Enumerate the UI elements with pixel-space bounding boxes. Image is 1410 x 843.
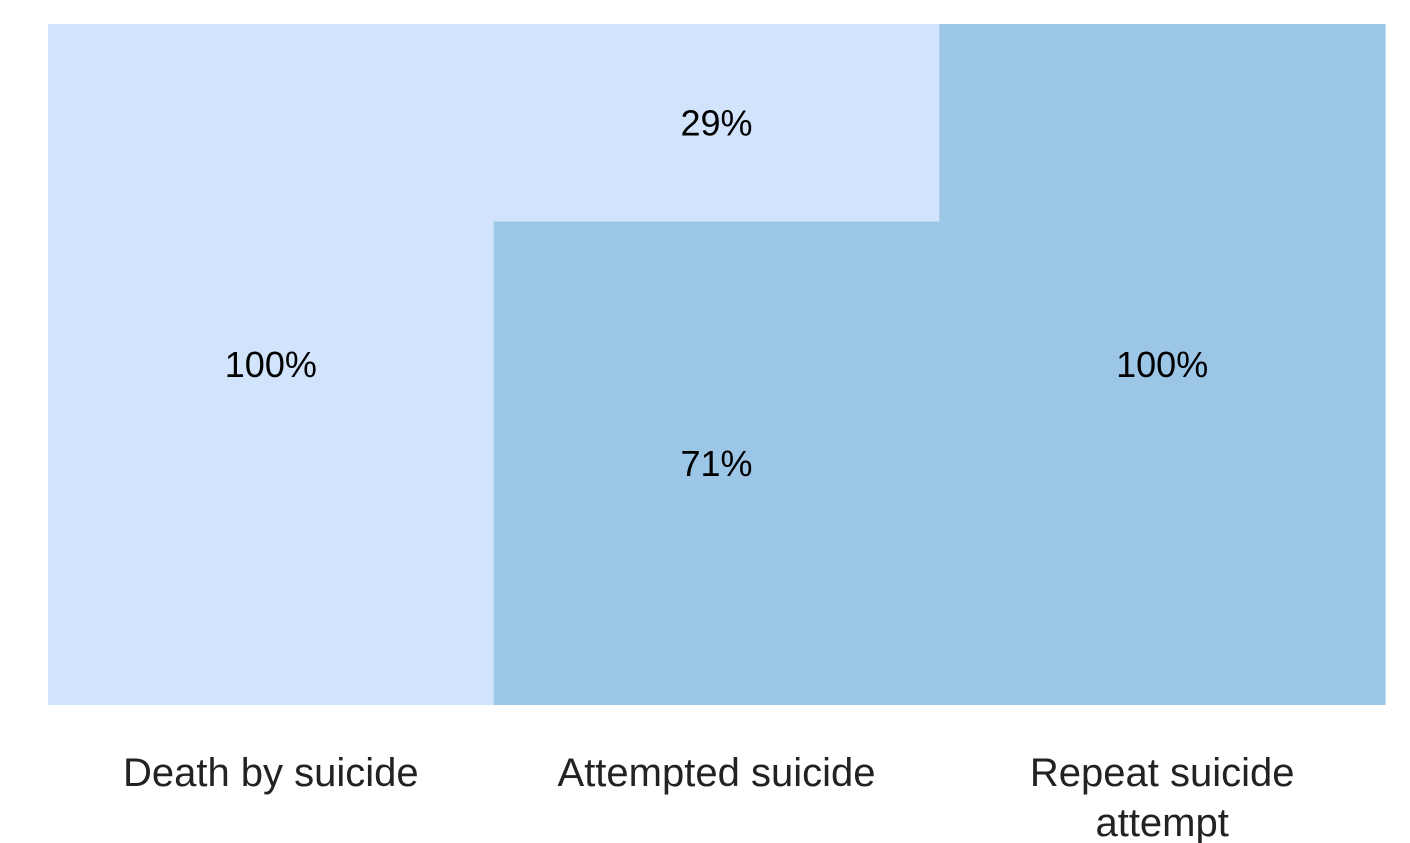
bars-group (48, 24, 1386, 706)
category-tick-label: Death by suicide (123, 751, 419, 795)
data-label: 71% (680, 443, 752, 484)
category-tick-label: Repeat suicide (1030, 751, 1295, 795)
category-labels-group: Death by suicide Attempted suicide Repeat … (123, 751, 1295, 843)
data-label: 29% (680, 102, 752, 143)
category-tick-label: attempt (1095, 801, 1228, 843)
bar-segment (493, 24, 940, 222)
data-label: 100% (1116, 344, 1208, 385)
data-label: 100% (225, 344, 317, 385)
bar-segment (939, 24, 1386, 705)
category-tick-label: Attempted suicide (558, 751, 876, 795)
data-labels-group: 100% 71% 29% 100% (225, 102, 1208, 484)
bar-segment (48, 24, 495, 705)
bar-segment (493, 221, 940, 706)
